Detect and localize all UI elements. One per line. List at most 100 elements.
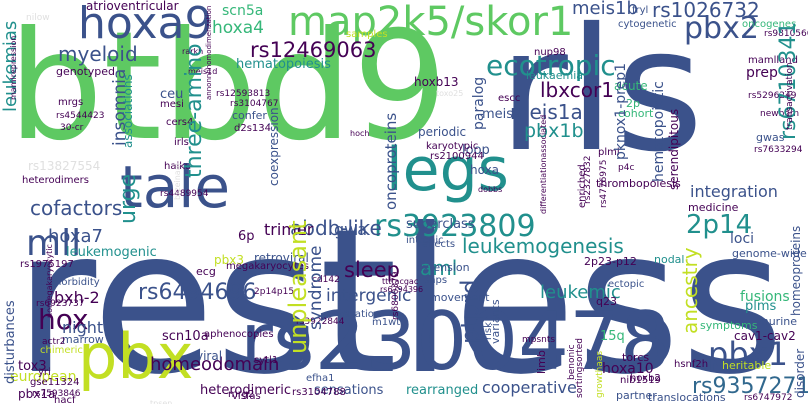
word-2p23-p12: 2p23-p12	[584, 255, 637, 268]
word-hoxa10: hoxa10	[602, 361, 654, 377]
word-rs7593846: rs7593846	[32, 389, 81, 399]
word-viral: viral	[196, 349, 223, 363]
word-6p: 6p	[238, 229, 255, 244]
word-restless: restless	[14, 186, 785, 404]
word-yri: yri	[38, 367, 51, 378]
word-karyotypic: karyotypic	[426, 141, 479, 152]
word-mrg2: mrg2	[228, 389, 255, 400]
word-15q: 15q	[600, 329, 625, 344]
word-tpsen: tpsen	[150, 399, 173, 404]
word-d2s134: d2s134	[234, 123, 272, 134]
word-medicine: medicine	[688, 201, 739, 214]
word-2p14: 2p14	[686, 210, 753, 240]
word-rs1026732: rs1026732	[652, 0, 760, 22]
word-aphenocopies: aphenocopies	[204, 329, 274, 340]
word-rs3104767: rs3104767	[230, 99, 279, 109]
word-homeoproteins: homeoproteins	[789, 225, 803, 316]
word-sensations: sensations	[314, 383, 384, 398]
word-mrgs: mrgs	[58, 97, 84, 108]
word-cohort: cohort	[618, 107, 654, 120]
word-m1wt: m1wt	[372, 317, 401, 328]
word-rs6923737: rs6923737	[36, 299, 85, 309]
word-haiku: haiku	[164, 161, 192, 172]
word-rs6494696: rs6494696	[138, 280, 257, 305]
word-hoch: hoch	[350, 129, 370, 138]
word-intronic: intronic	[406, 235, 444, 246]
word-hoxa4: hoxa4	[212, 18, 264, 38]
word-cd142: cd142	[312, 275, 340, 285]
word-loci: loci	[730, 231, 755, 247]
word-sortingsorted: sortingsorted	[575, 337, 585, 398]
word-fusions: fusions	[740, 289, 790, 305]
word-variation: variation	[336, 309, 381, 320]
word-growthaas: growthaas	[595, 350, 605, 398]
word-myeloid: myeloid	[58, 42, 138, 66]
word-rs3922844: rs3922844	[296, 317, 345, 327]
word-brzeinaaj: brzeinaaj	[173, 163, 182, 200]
word-mamlrepression: mamlrepression	[9, 35, 18, 100]
word-night: night	[62, 318, 104, 337]
word-snps: snps	[424, 275, 448, 286]
word-abdb-like: abdb-like	[290, 216, 382, 240]
word-hematopoiesis: hematopoiesis	[236, 57, 331, 72]
word-scn5a: scn5a	[222, 3, 264, 19]
word-meis1d: meis1d	[188, 67, 218, 76]
word-genome-wide: genome-wide	[732, 247, 807, 260]
word-risk: risk	[483, 322, 494, 340]
word-cytogenetic: cytogenetic	[618, 19, 677, 30]
word-p4c: p4c	[618, 163, 635, 173]
word-rs12593813: rs12593813	[216, 89, 271, 99]
word-oncoproteins: oncoproteins	[382, 112, 400, 210]
word-confer: confer	[232, 109, 267, 122]
word-marrow: marrow	[62, 333, 104, 346]
word-hoxa9: hoxa9	[78, 0, 213, 49]
word-gwas: gwas	[756, 131, 785, 144]
word-meis1a: meis1a	[510, 100, 583, 124]
word-nomegakaryocytic: nomegakaryocytic	[45, 244, 54, 318]
word-actr2: actr2	[42, 337, 66, 347]
word-bxh-2: bxh-2	[54, 288, 100, 307]
word-gse11324: gse11324	[30, 377, 80, 388]
word-heritable: heritable	[722, 359, 772, 372]
word-mamlland: mamlland	[748, 55, 798, 66]
word-loop: loop	[462, 143, 490, 158]
word-rs3104788: rs3104788	[292, 387, 346, 398]
word-trimer: trimer	[264, 220, 314, 239]
word-gwa: gwa	[334, 220, 368, 239]
word-vlsfas: vlsfas	[232, 391, 261, 402]
word-chimeric: chimeric	[40, 345, 83, 356]
word-nilow: nilow	[26, 13, 50, 23]
word-meis2: meis2	[482, 107, 522, 122]
word-ecg: ecg	[196, 265, 216, 278]
word-syndrome: syndrome	[306, 245, 326, 330]
word-integration: integration	[690, 182, 778, 201]
word-hematopoietic: hematopoietic	[651, 81, 667, 182]
word-rs4776975: rs4776975	[599, 159, 609, 208]
word-mll: mll	[26, 223, 82, 264]
word-extension: extension	[416, 261, 470, 274]
word-homeodomain: homeodomain	[150, 354, 280, 375]
word-intergenic: intergenic	[326, 286, 412, 306]
word-aml: aml	[420, 256, 458, 280]
word-three-amino: three-amino	[182, 43, 207, 178]
word-megakaryocytes: megakaryocytes	[226, 261, 309, 272]
word-rs5296249: rs5296249	[748, 91, 797, 101]
word-hoxa7: hoxa7	[48, 226, 104, 247]
word-genotyped: genotyped	[56, 65, 116, 78]
word-nib1519: nib1519	[620, 375, 661, 386]
word-2p14p15: 2p14p15	[254, 287, 295, 297]
word-pbx2: pbx2	[684, 11, 759, 46]
word-annonnhhomodimerization: annonnhhomodimerization	[205, 5, 213, 100]
word-comorbidity: comorbidity	[40, 277, 100, 288]
word-symptoms: symptoms	[700, 319, 758, 332]
word-fryl: fryl	[632, 5, 649, 16]
word-cooperative: cooperative	[482, 378, 577, 397]
word-limb: limb	[535, 350, 548, 374]
word-thrombopoiesis: thrombopoiesis	[596, 177, 681, 190]
word-mpsnts: mpsnts	[522, 335, 556, 345]
word-tox3: tox3	[18, 359, 47, 374]
word-sytl1: sytl1	[254, 355, 279, 366]
word-coexpression: coexpression	[267, 107, 281, 186]
word-partner: partner	[616, 389, 657, 402]
word-ancestry: ancestry	[678, 247, 702, 334]
